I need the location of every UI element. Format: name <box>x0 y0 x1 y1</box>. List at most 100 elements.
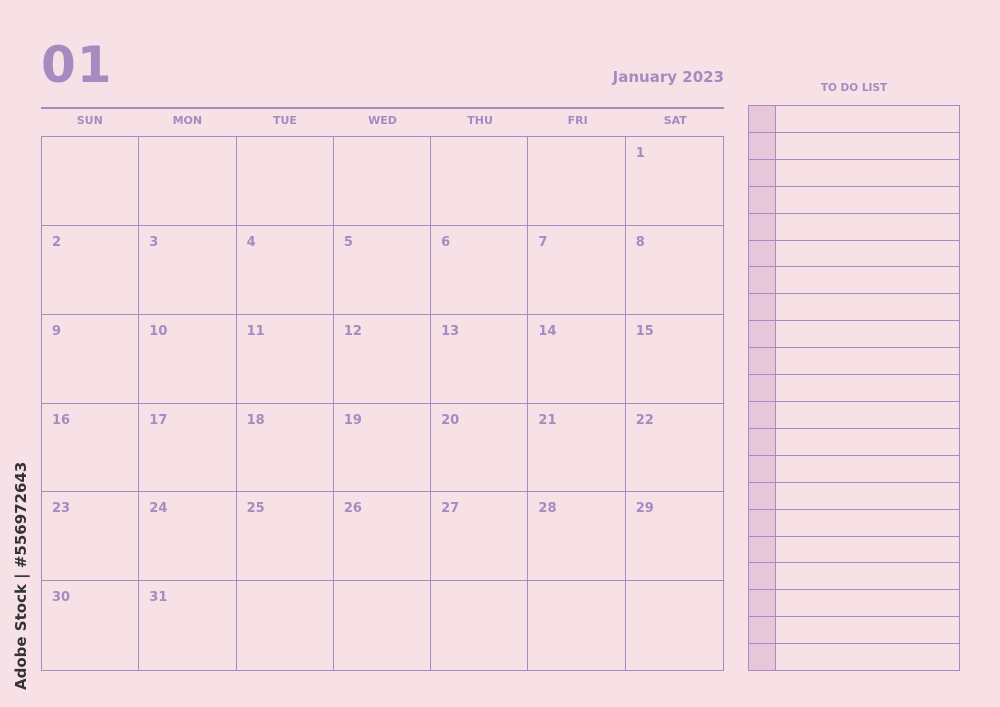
day-cell: 28 <box>528 492 626 582</box>
todo-row <box>749 482 959 510</box>
day-cell: 20 <box>431 403 529 493</box>
day-cell: 30 <box>42 581 140 670</box>
todo-line <box>776 375 959 401</box>
todo-line <box>776 321 959 347</box>
day-cell: 22 <box>625 404 723 493</box>
day-number: 5 <box>343 234 353 250</box>
day-number: 9 <box>52 323 62 339</box>
todo-line <box>776 510 959 536</box>
todo-checkbox-column <box>749 294 776 321</box>
day-cell <box>528 581 626 670</box>
todo-row <box>749 455 959 483</box>
todo-row <box>749 106 959 133</box>
day-number: 10 <box>149 323 168 339</box>
day-cell: 19 <box>333 403 432 493</box>
weekday-label: SUN <box>76 114 103 127</box>
day-cell: 23 <box>42 492 140 582</box>
day-cell: 16 <box>42 403 140 493</box>
todo-line <box>776 429 959 455</box>
todo-line <box>776 348 959 374</box>
day-cell: 21 <box>528 403 626 493</box>
todo-checkbox-column <box>749 590 776 617</box>
calendar-grid: 1 2 3 4 5 6 7 8 9 10 11 12 13 14 15 16 17 18 19 20 21 22 23 24 2… <box>41 136 724 671</box>
day-cell <box>237 581 334 670</box>
day-number: 18 <box>246 412 265 428</box>
todo-row <box>749 617 959 645</box>
day-cell <box>528 137 626 226</box>
todo-row <box>749 321 959 349</box>
watermark-id: Adobe Stock | #556972643 <box>12 461 30 690</box>
todo-checkbox-column <box>749 240 776 267</box>
todo-line <box>776 133 959 159</box>
todo-row <box>749 159 959 187</box>
day-cell: 13 <box>431 314 529 404</box>
day-cell <box>236 137 334 226</box>
day-number: 17 <box>149 412 168 428</box>
todo-row <box>749 563 959 591</box>
todo-checkbox-column <box>749 159 776 186</box>
day-number: 7 <box>538 234 548 250</box>
todo-checkbox-column <box>749 267 776 294</box>
todo-title: TO DO LIST <box>820 82 888 94</box>
day-number: 24 <box>149 501 168 517</box>
day-number: 8 <box>635 234 645 250</box>
day-number: 15 <box>635 323 654 339</box>
day-cell: 4 <box>236 225 334 315</box>
todo-line <box>776 563 959 589</box>
day-cell <box>334 581 432 670</box>
day-number: 21 <box>538 412 557 428</box>
day-cell: 5 <box>333 225 432 315</box>
todo-checkbox-column <box>749 132 776 159</box>
todo-checkbox-column <box>749 375 776 401</box>
todo-checkbox-column <box>749 401 776 428</box>
day-cell: 31 <box>139 581 237 670</box>
todo-line <box>776 483 959 509</box>
todo-checkbox-column <box>749 348 776 375</box>
todo-checkbox-column <box>749 455 776 482</box>
todo-row <box>749 294 959 322</box>
todo-checkbox-column <box>749 321 776 348</box>
todo-line <box>776 537 959 563</box>
day-cell <box>431 137 529 226</box>
todo-checkbox-column <box>749 186 776 213</box>
todo-checkbox-column <box>749 106 776 132</box>
todo-row <box>749 644 959 671</box>
todo-checkbox-column <box>749 213 776 240</box>
day-cell: 12 <box>333 314 432 404</box>
day-number: 29 <box>635 501 654 517</box>
day-cell <box>431 581 529 670</box>
todo-row <box>749 348 959 376</box>
header-divider <box>41 107 724 109</box>
day-number: 20 <box>441 412 460 428</box>
month-number: 01 <box>41 36 113 94</box>
day-number: 13 <box>441 323 460 339</box>
day-cell: 9 <box>42 314 140 404</box>
weekday-label: WED <box>368 114 397 127</box>
todo-list <box>748 105 960 671</box>
todo-line <box>776 160 959 186</box>
day-cell: 17 <box>139 403 237 493</box>
day-cell: 27 <box>431 492 529 582</box>
day-cell: 14 <box>528 314 626 404</box>
weekday-label: FRI <box>567 114 588 127</box>
weekday-label: THU <box>467 114 493 127</box>
todo-checkbox-column <box>749 536 776 563</box>
todo-checkbox-column <box>749 509 776 536</box>
day-cell: 1 <box>625 137 723 226</box>
todo-checkbox-column <box>749 428 776 455</box>
day-number: 3 <box>149 234 159 250</box>
todo-line <box>776 590 959 616</box>
day-number: 25 <box>246 501 265 517</box>
todo-line <box>776 214 959 240</box>
day-number: 19 <box>343 412 362 428</box>
day-number: 31 <box>149 590 168 606</box>
todo-row <box>749 132 959 160</box>
day-cell: 11 <box>236 314 334 404</box>
month-title: January 2023 <box>612 68 724 86</box>
todo-line <box>776 187 959 213</box>
todo-line <box>776 456 959 482</box>
day-cell: 3 <box>139 225 237 315</box>
day-number: 16 <box>52 412 71 428</box>
todo-row <box>749 401 959 429</box>
todo-line <box>776 267 959 293</box>
